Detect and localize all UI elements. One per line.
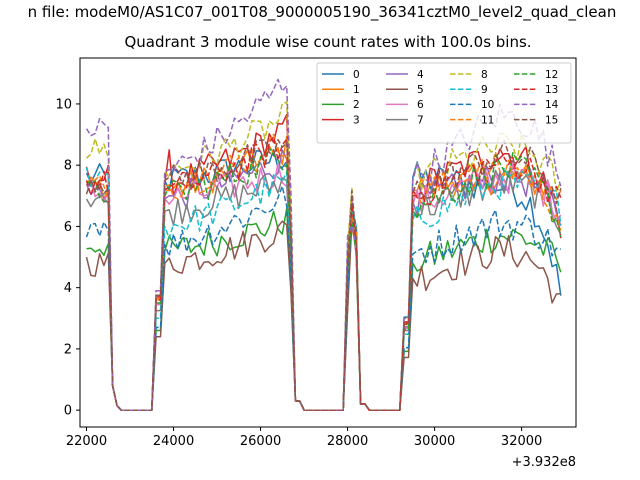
x-tick-label: 22000 [66, 434, 107, 449]
y-tick-label: 6 [64, 220, 72, 235]
x-tick-label: 28000 [327, 434, 368, 449]
x-tick-label: 24000 [153, 434, 194, 449]
series-line-15 [85, 138, 562, 411]
legend-label-14: 14 [545, 99, 559, 111]
series-line-9 [85, 167, 562, 411]
series-line-6 [86, 161, 562, 411]
legend-label-10: 10 [481, 99, 494, 111]
y-tick-label: 0 [64, 404, 72, 419]
x-offset-label: +3.932e8 [512, 455, 576, 470]
legend-label-9: 9 [481, 84, 488, 96]
legend-box [316, 62, 572, 144]
chart-title: Quadrant 3 module wise count rates with … [124, 33, 532, 51]
legend-label-15: 15 [545, 114, 558, 126]
series-layer [85, 78, 562, 411]
series-line-12 [85, 147, 562, 411]
y-tick-label: 4 [64, 281, 72, 296]
y-tick-label: 10 [55, 97, 72, 112]
y-axis: 0 2 4 6 8 10 [55, 97, 80, 419]
file-title: n file: modeM0/AS1C07_001T08_9000005190_… [27, 3, 617, 21]
legend-label-12: 12 [545, 69, 558, 81]
axes-frame [79, 57, 577, 428]
series-line-1 [85, 135, 562, 411]
legend-label-7: 7 [417, 114, 424, 126]
series-line-5 [85, 220, 561, 411]
series-line-13 [85, 135, 562, 411]
legend-label-4: 4 [417, 69, 424, 81]
legend-label-1: 1 [353, 84, 360, 96]
legend-label-8: 8 [481, 69, 488, 81]
x-axis: 22000 24000 26000 28000 30000 32000 [66, 427, 542, 449]
legend-label-2: 2 [353, 99, 360, 111]
y-tick-label: 2 [64, 342, 72, 357]
legend-label-3: 3 [353, 114, 360, 126]
legend-label-6: 6 [417, 99, 424, 111]
y-tick-label: 8 [64, 159, 72, 174]
series-line-3 [85, 113, 562, 411]
x-tick-label: 32000 [501, 434, 542, 449]
legend-label-13: 13 [545, 84, 558, 96]
x-tick-label: 26000 [240, 434, 281, 449]
series-line-2 [86, 207, 562, 411]
series-line-8 [85, 101, 562, 411]
legend-label-0: 0 [353, 69, 360, 81]
x-tick-label: 30000 [414, 434, 455, 449]
legend-label-11: 11 [481, 114, 494, 126]
legend-label-5: 5 [417, 84, 424, 96]
